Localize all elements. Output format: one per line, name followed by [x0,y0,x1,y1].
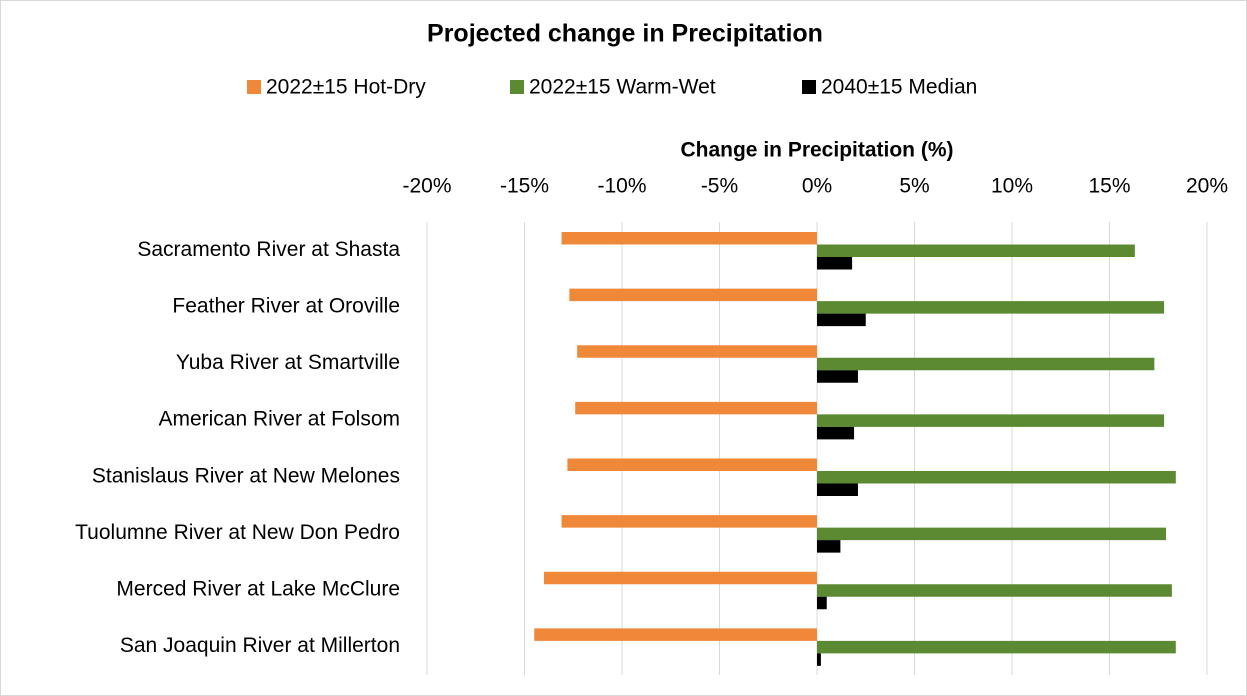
bar [817,653,821,666]
bar [817,483,858,496]
x-tick-label: 0% [802,175,832,198]
bar [817,640,1176,654]
x-axis-title: Change in Precipitation (%) [680,139,953,162]
bar [817,257,853,270]
chart-title: Projected change in Precipitation [427,20,823,48]
y-tick-label: Feather River at Oroville [172,294,400,317]
bar [561,515,817,528]
bar [567,458,817,471]
x-tick-label: -5% [701,175,738,198]
bar [569,288,817,302]
x-tick-label: 5% [899,175,929,198]
bar [575,401,817,415]
legend-label: 2022±15 Hot-Dry [266,76,426,99]
y-tick-label: San Joaquin River at Millerton [120,634,400,657]
bar [817,540,841,553]
bar [817,313,866,327]
bar [817,357,1155,371]
bar [817,244,1135,257]
bar [577,345,817,358]
legend-label: 2022±15 Warm-Wet [529,76,716,99]
x-tick-label: -10% [597,175,646,198]
y-tick-label: Sacramento River at Shasta [137,238,400,261]
x-tick-label: 10% [991,175,1033,198]
y-tick-label: Yuba River at Smartville [176,351,400,374]
y-tick-label: Stanislaus River at New Melones [92,464,400,487]
x-tick-label: -20% [402,175,451,198]
bar [817,426,855,440]
legend-swatch [247,80,261,94]
bar [817,414,1165,427]
y-tick-label: American River at Folsom [158,408,400,431]
bar [817,370,858,383]
y-tick-label: Tuolumne River at New Don Pedro [75,521,400,544]
x-tick-label: 15% [1088,175,1130,198]
bar [817,471,1176,484]
bar [561,232,817,245]
x-tick-label: 20% [1186,175,1228,198]
bar [817,527,1167,541]
legend-label: 2040±15 Median [821,76,977,99]
bar [817,596,827,610]
bar [817,301,1165,314]
bar [534,628,817,641]
bar [817,584,1172,597]
y-tick-label: Merced River at Lake McClure [116,578,400,601]
legend-swatch [802,80,816,94]
legend-swatch [510,80,524,94]
bar [544,571,817,585]
x-tick-label: -15% [500,175,549,198]
